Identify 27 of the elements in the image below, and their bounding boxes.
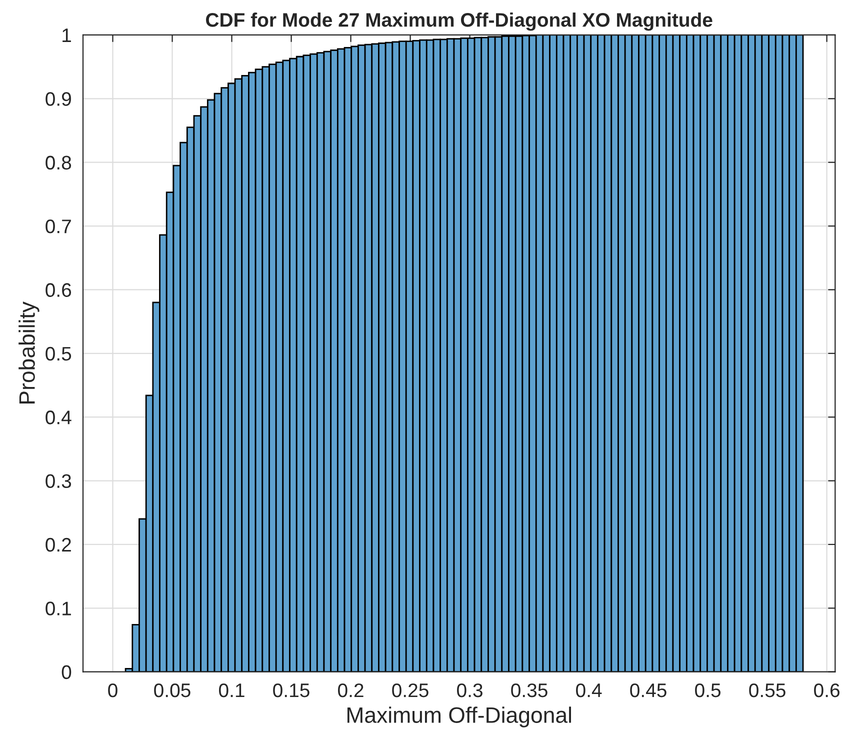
y-tick-label: 0.3 (46, 474, 72, 488)
y-tick-label: 0.2 (46, 538, 71, 552)
x-tick-label: 0.25 (392, 683, 428, 698)
y-tick-label: 0.8 (46, 156, 72, 170)
y-tick-label: 0.7 (46, 219, 71, 234)
y-axis-title: Probability (18, 302, 40, 404)
x-tick-label: 0.5 (695, 683, 721, 698)
x-tick-label: 0.6 (814, 683, 840, 698)
x-axis-title: Maximum Off-Diagonal (347, 706, 572, 728)
x-tick-label: 0.4 (576, 683, 602, 698)
y-tick-label: 0.4 (46, 410, 72, 424)
x-tick-label: 0.05 (154, 683, 190, 698)
y-tick-label: 0.1 (46, 602, 71, 616)
x-tick-label: 0.35 (511, 683, 548, 698)
y-tick-label: 0.6 (46, 283, 72, 297)
x-tick-label: 0.2 (338, 683, 364, 698)
y-tick-label: 0 (62, 665, 72, 680)
y-tick-label: 0.9 (46, 92, 71, 106)
x-tick-label: 0.45 (630, 683, 666, 698)
y-tick-label: 0.5 (46, 346, 72, 361)
x-tick-label: 0.55 (749, 683, 786, 698)
y-tick-label: 1 (62, 28, 71, 42)
x-tick-label: 0 (108, 683, 118, 698)
chart-title: CDF for Mode 27 Maximum Off-Diagonal XO Magnitude (206, 12, 712, 31)
x-tick-label: 0.1 (219, 683, 244, 698)
x-tick-label: 0.15 (273, 683, 310, 698)
x-tick-label: 0.3 (457, 683, 482, 698)
